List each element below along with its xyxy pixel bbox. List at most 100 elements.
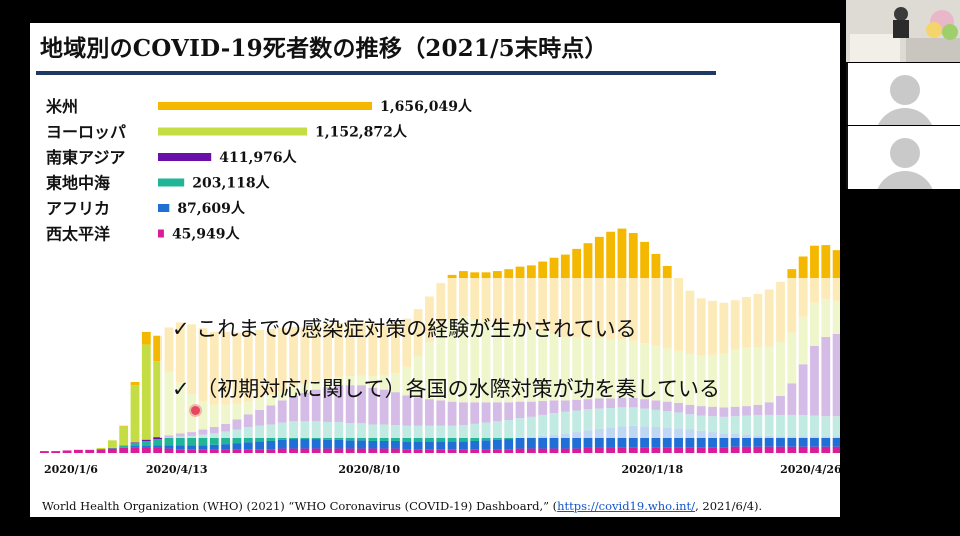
bar-segment: [560, 433, 570, 449]
bar-segment: [402, 441, 412, 450]
bar-segment: [130, 446, 140, 448]
bar-segment: [730, 446, 740, 453]
bar-segment: [492, 449, 502, 453]
bar-segment: [96, 447, 106, 450]
bar-segment: [40, 451, 49, 453]
bar-segment: [753, 446, 763, 453]
bar-segment: [459, 441, 468, 450]
bar-segment: [379, 448, 389, 453]
source-prefix: World Health Organization (WHO) (2021) “…: [42, 499, 558, 513]
bar-segment: [311, 448, 321, 453]
bar-segment: [787, 436, 797, 447]
bar-segment: [198, 445, 208, 450]
bar-segment: [594, 428, 604, 448]
bar-segment: [504, 449, 514, 453]
bar-segment: [481, 449, 491, 453]
bar-segment: [425, 441, 434, 450]
bar-segment: [73, 449, 83, 453]
x-tick-label: 2020/4/26: [780, 463, 840, 476]
bar-segment: [323, 439, 332, 449]
bar-segment: [175, 445, 185, 450]
bar-segment: [832, 446, 840, 453]
bar-segment: [119, 447, 129, 453]
bar-segment: [311, 439, 321, 449]
bar-segment: [130, 442, 140, 447]
bar-segment: [277, 439, 287, 449]
bar-segment: [300, 448, 310, 453]
legend-bar: [158, 153, 212, 161]
bar-segment: [651, 447, 661, 453]
bar-segment: [447, 441, 457, 450]
bar-segment: [164, 448, 174, 453]
bar-segment: [515, 448, 525, 453]
bar-segment: [232, 449, 242, 453]
legend-label: 西太平洋: [46, 225, 110, 244]
bar-segment: [753, 435, 763, 447]
bar-segment: [526, 448, 536, 453]
bar-segment: [334, 439, 344, 449]
bar-segment: [300, 439, 310, 449]
legend-label: 米州: [46, 97, 78, 116]
bar-segment: [130, 442, 140, 443]
bar-segment: [164, 445, 174, 449]
bar-segment: [696, 430, 706, 448]
legend-bar: [158, 127, 307, 136]
avatar-head-icon: [890, 138, 920, 168]
legend-label: アフリカ: [46, 199, 110, 218]
legend-value: 87,609人: [177, 200, 246, 217]
bar-segment: [141, 331, 151, 345]
bar-segment: [345, 440, 355, 449]
bar-segment: [368, 448, 378, 453]
bar-segment: [413, 441, 423, 450]
bar-segment: [594, 447, 604, 453]
bar-segment: [776, 446, 785, 453]
speaker-video-icon: [846, 0, 960, 62]
bar-segment: [323, 448, 332, 453]
legend-value: 203,118人: [192, 175, 270, 192]
x-tick-label: 2020/4/13: [146, 463, 208, 476]
bar-segment: [107, 448, 117, 453]
bar-segment: [277, 448, 287, 453]
bar-segment: [266, 440, 276, 450]
bar-segment: [334, 448, 344, 453]
bar-segment: [198, 449, 208, 453]
bar-segment: [345, 448, 355, 453]
bar-segment: [391, 448, 400, 453]
video-tile-participant-1[interactable]: [846, 63, 960, 125]
x-axis-ticks: 2020/1/6 2020/4/13 2020/8/10 2020/1/18 2020/…: [44, 463, 840, 476]
bar-segment: [107, 447, 117, 449]
bar-segment: [538, 435, 548, 449]
legend-label: 南東アジア: [46, 148, 125, 167]
bar-segment: [640, 447, 650, 453]
bar-segment: [459, 449, 468, 453]
bar-segment: [232, 443, 242, 450]
bar-segment: [85, 449, 95, 453]
bar-segment: [764, 446, 774, 453]
source-link[interactable]: https://covid19.who.int/: [557, 499, 696, 513]
bar-segment: [96, 449, 106, 453]
bar-segment: [107, 440, 117, 448]
bar-segment: [696, 447, 706, 453]
bar-segment: [730, 433, 740, 447]
bar-segment: [130, 447, 140, 453]
bar-segment: [583, 430, 593, 448]
bar-segment: [51, 451, 61, 453]
bar-segment: [832, 250, 840, 301]
avatar-body-icon: [875, 108, 935, 125]
bar-segment: [130, 385, 140, 443]
video-tile-participant-2[interactable]: [846, 126, 960, 189]
title-rule: [36, 71, 716, 75]
bar-segment: [266, 449, 276, 453]
bar-segment: [742, 434, 751, 447]
legend-label: 東地中海: [46, 174, 110, 193]
avatar-body-icon: [875, 171, 935, 189]
bar-segment: [255, 449, 264, 453]
bar-segment: [141, 440, 151, 447]
video-tile-speaker[interactable]: [846, 0, 960, 62]
bar-segment: [436, 441, 446, 450]
source-citation: World Health Organization (WHO) (2021) “…: [42, 499, 762, 513]
bar-segment: [685, 447, 695, 453]
x-tick-label: 2020/8/10: [338, 463, 400, 476]
bar-segment: [379, 440, 389, 449]
